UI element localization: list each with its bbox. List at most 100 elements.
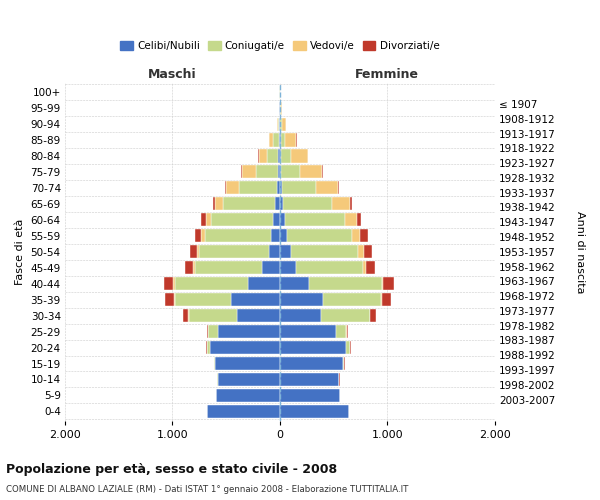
Bar [274, 214, 280, 226]
Text: COMUNE DI ALBANO LAZIALE (RM) - Dati ISTAT 1° gennaio 2008 - Elaborazione TUTTIT: COMUNE DI ALBANO LAZIALE (RM) - Dati IST… [6, 485, 409, 494]
Bar [370, 309, 376, 322]
Bar [217, 389, 280, 402]
Bar [199, 245, 269, 258]
Bar [281, 150, 290, 162]
Bar [166, 293, 174, 306]
Bar [280, 309, 320, 322]
Bar [320, 309, 370, 322]
Bar [301, 166, 322, 178]
Bar [343, 357, 344, 370]
Bar [205, 229, 271, 242]
Bar [225, 182, 226, 194]
Bar [190, 245, 197, 258]
Bar [277, 118, 278, 130]
Bar [350, 198, 352, 210]
Bar [277, 182, 280, 194]
Bar [175, 277, 248, 290]
Bar [188, 309, 237, 322]
Bar [350, 341, 351, 354]
Bar [290, 245, 358, 258]
Bar [280, 214, 284, 226]
Bar [206, 214, 211, 226]
Bar [322, 166, 323, 178]
Bar [215, 198, 223, 210]
Bar [280, 277, 309, 290]
Bar [215, 357, 280, 370]
Text: Maschi: Maschi [148, 68, 197, 81]
Bar [362, 261, 366, 274]
Bar [280, 293, 323, 306]
Text: Popolazione per età, sesso e stato civile - 2008: Popolazione per età, sesso e stato civil… [6, 462, 337, 475]
Bar [279, 134, 280, 146]
Bar [206, 325, 208, 338]
Bar [281, 166, 301, 178]
Bar [383, 277, 394, 290]
Bar [275, 198, 280, 210]
Bar [185, 261, 193, 274]
Bar [347, 325, 348, 338]
Bar [202, 229, 205, 242]
Bar [207, 341, 210, 354]
Bar [223, 198, 275, 210]
Bar [271, 229, 280, 242]
Bar [358, 245, 364, 258]
Bar [280, 389, 340, 402]
Bar [211, 214, 274, 226]
Bar [164, 277, 173, 290]
Bar [280, 198, 283, 210]
Bar [316, 182, 338, 194]
Bar [280, 134, 281, 146]
Bar [197, 245, 199, 258]
Bar [280, 373, 339, 386]
Bar [283, 198, 332, 210]
Bar [195, 229, 202, 242]
Bar [248, 277, 280, 290]
Bar [280, 182, 282, 194]
Bar [242, 166, 256, 178]
Bar [284, 214, 345, 226]
Bar [208, 325, 218, 338]
Bar [281, 118, 286, 130]
Bar [280, 245, 290, 258]
Bar [280, 405, 349, 418]
Bar [287, 229, 352, 242]
Bar [274, 134, 279, 146]
Bar [262, 261, 280, 274]
Bar [269, 134, 274, 146]
Bar [352, 229, 361, 242]
Bar [309, 277, 382, 290]
Bar [278, 150, 280, 162]
Bar [382, 293, 391, 306]
Bar [278, 166, 280, 178]
Bar [210, 341, 280, 354]
Bar [213, 198, 215, 210]
Bar [323, 293, 381, 306]
Bar [282, 182, 316, 194]
Legend: Celibi/Nubili, Coniugati/e, Vedovi/e, Divorziati/e: Celibi/Nubili, Coniugati/e, Vedovi/e, Di… [116, 37, 443, 56]
Bar [256, 166, 278, 178]
Bar [195, 261, 262, 274]
Bar [280, 325, 335, 338]
Bar [280, 261, 296, 274]
Bar [345, 214, 356, 226]
Bar [237, 309, 280, 322]
Bar [218, 325, 280, 338]
Bar [183, 309, 188, 322]
Bar [207, 405, 280, 418]
Bar [346, 341, 350, 354]
Bar [381, 293, 382, 306]
Bar [226, 182, 239, 194]
Bar [193, 261, 195, 274]
Bar [338, 182, 339, 194]
Bar [280, 118, 281, 130]
Bar [280, 341, 346, 354]
Bar [202, 214, 206, 226]
Bar [280, 150, 281, 162]
Bar [241, 166, 242, 178]
Bar [296, 261, 362, 274]
Y-axis label: Fasce di età: Fasce di età [15, 218, 25, 285]
Bar [278, 118, 279, 130]
Bar [366, 261, 376, 274]
Bar [175, 293, 232, 306]
Bar [286, 134, 296, 146]
